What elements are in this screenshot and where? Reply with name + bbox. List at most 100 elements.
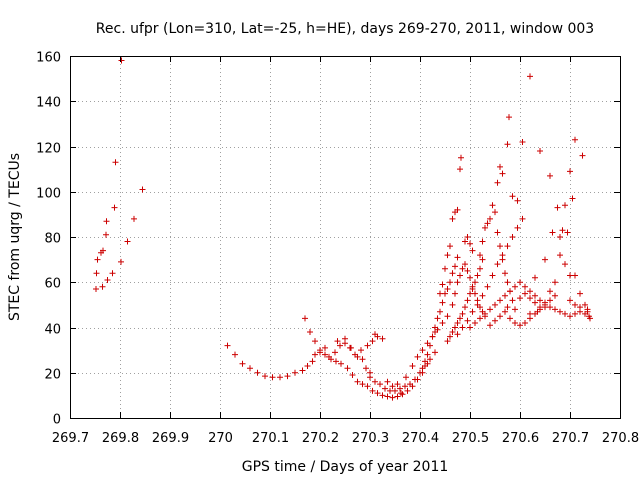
data-point: [284, 373, 291, 380]
data-point: [552, 279, 558, 286]
data-point: [449, 270, 456, 277]
data-point: [384, 378, 391, 385]
data-point: [497, 163, 503, 170]
data-point: [337, 342, 343, 349]
data-point: [564, 229, 571, 236]
data-point: [579, 152, 586, 159]
data-point: [464, 317, 471, 324]
data-point: [437, 290, 443, 297]
data-point: [389, 394, 396, 401]
x-tick-label: 270.8: [602, 431, 639, 446]
data-point: [472, 279, 478, 286]
data-point: [247, 365, 253, 372]
data-point: [322, 351, 328, 358]
data-point: [369, 338, 376, 345]
data-point: [522, 320, 528, 326]
data-point: [467, 240, 473, 247]
data-point: [506, 114, 512, 121]
data-point: [364, 383, 371, 390]
x-tick-label: 270.4: [402, 431, 439, 446]
data-point: [104, 277, 111, 283]
data-point: [397, 385, 403, 392]
data-point: [94, 256, 101, 263]
data-point: [333, 358, 339, 365]
data-point: [459, 265, 466, 272]
data-point: [342, 335, 348, 342]
data-point: [379, 335, 386, 342]
data-point: [309, 358, 316, 365]
data-points: [93, 57, 593, 401]
data-point: [509, 297, 516, 304]
data-point: [504, 304, 511, 311]
data-point: [517, 279, 523, 286]
data-point: [424, 351, 431, 358]
data-point: [507, 315, 513, 322]
x-tick-labels: 269.7 269.8 269.9 270 270.1 270.2 270.3 270.4 27…: [52, 431, 639, 446]
data-point: [398, 390, 404, 397]
data-point: [100, 247, 106, 254]
data-point: [369, 387, 376, 394]
data-point: [449, 215, 456, 222]
data-point: [447, 243, 453, 250]
data-point: [557, 252, 563, 259]
data-point: [464, 234, 471, 240]
data-point: [492, 301, 498, 308]
data-point: [532, 292, 538, 299]
data-point: [317, 349, 323, 356]
data-point: [552, 306, 558, 313]
data-point: [514, 197, 521, 204]
data-point: [239, 360, 246, 367]
x-tick-label: 269.9: [152, 431, 189, 446]
data-point: [118, 258, 124, 265]
y-axis-title: STEC from uqrg / TECUs: [7, 153, 23, 321]
data-point: [454, 331, 461, 338]
data-point: [519, 139, 526, 145]
data-point: [447, 279, 453, 286]
data-point: [459, 324, 466, 331]
data-point: [349, 372, 356, 378]
data-point: [452, 290, 458, 297]
data-point: [469, 247, 476, 254]
data-point: [552, 292, 558, 299]
x-axis-title: GPS time / Days of year 2011: [242, 459, 449, 475]
data-point: [444, 252, 451, 259]
data-point: [427, 356, 433, 363]
y-tick-label: 80: [44, 232, 61, 247]
data-point: [312, 351, 318, 358]
data-point: [338, 360, 344, 367]
data-point: [477, 315, 483, 322]
data-point: [302, 315, 308, 322]
data-point: [542, 256, 548, 263]
data-point: [118, 57, 125, 64]
data-point: [479, 292, 486, 299]
data-point: [527, 310, 533, 317]
data-point: [492, 209, 498, 216]
data-point: [292, 369, 298, 376]
data-point: [474, 301, 481, 308]
x-tick-label: 270.7: [552, 431, 589, 446]
data-point: [482, 224, 488, 231]
data-point: [494, 229, 501, 236]
grid-lines: [70, 56, 620, 418]
data-point: [459, 310, 466, 317]
data-point: [457, 272, 463, 279]
axis-ticks: [70, 56, 621, 419]
data-point: [504, 279, 511, 286]
data-point: [464, 297, 471, 304]
data-point: [407, 381, 413, 388]
data-point: [572, 136, 578, 143]
x-tick-label: 270.3: [352, 431, 389, 446]
data-point: [417, 369, 423, 376]
data-point: [537, 297, 543, 304]
data-point: [304, 363, 311, 369]
data-point: [277, 374, 283, 381]
data-point: [522, 290, 528, 297]
data-point: [439, 320, 446, 326]
data-point: [469, 283, 476, 290]
data-point: [454, 320, 461, 326]
data-point: [224, 342, 231, 349]
data-point: [457, 315, 463, 322]
data-point: [462, 261, 468, 268]
data-point: [103, 218, 110, 225]
